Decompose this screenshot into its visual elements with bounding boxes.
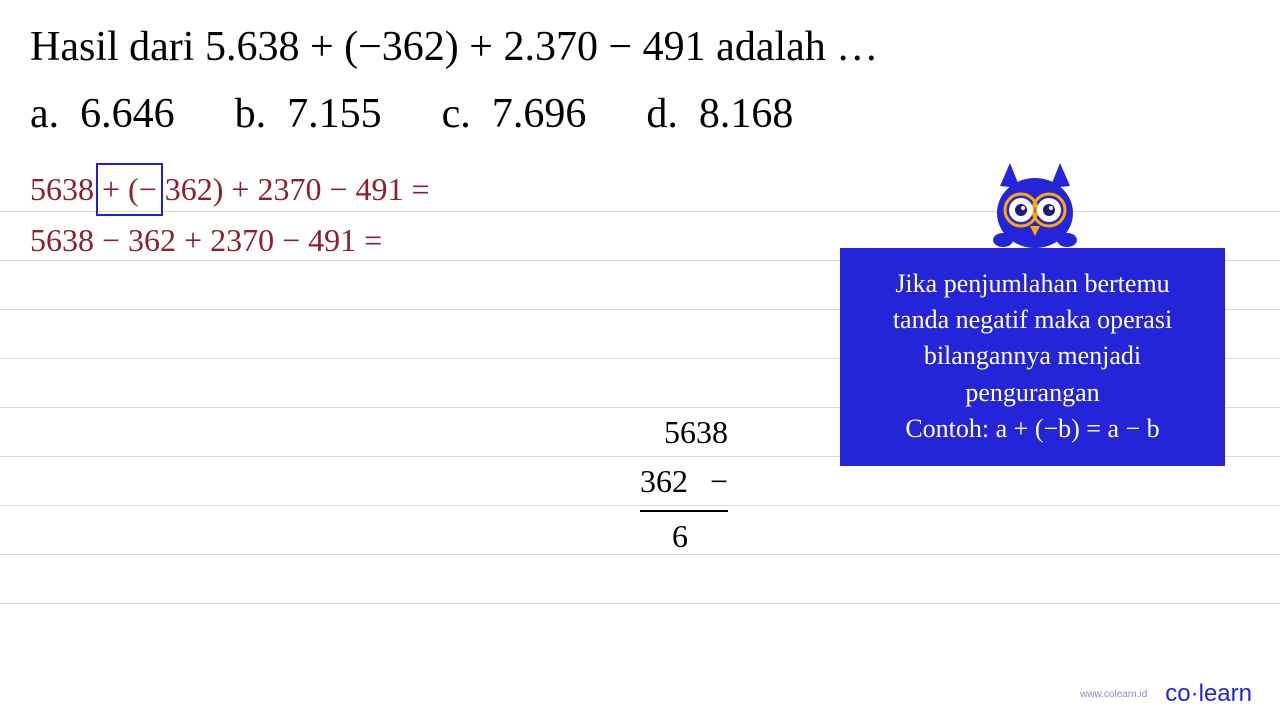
calc-bottom: 362 bbox=[640, 457, 728, 512]
work-line-1-before: 5638 bbox=[30, 171, 94, 207]
answer-options: a. 6.646 b. 7.155 c. 7.696 d. 8.168 bbox=[30, 90, 1250, 138]
option-b: b. 7.155 bbox=[235, 90, 382, 138]
option-d: d. 8.168 bbox=[646, 90, 793, 138]
tip-line-3: bilangannya menjadi bbox=[852, 338, 1213, 374]
tip-line-4: pengurangan bbox=[852, 375, 1213, 411]
ruled-workspace: 5638+ (−362) + 2370 − 491 = 5638 − 362 +… bbox=[0, 163, 1280, 643]
option-d-value: 8.168 bbox=[699, 91, 794, 137]
option-a-label: a. bbox=[30, 91, 59, 137]
calc-result: 6 bbox=[640, 512, 728, 561]
option-a-value: 6.646 bbox=[80, 91, 175, 137]
calc-top: 5638 bbox=[640, 408, 728, 457]
footer-logo: co·learn bbox=[1165, 680, 1252, 708]
option-d-label: d. bbox=[646, 91, 678, 137]
option-c: c. 7.696 bbox=[442, 90, 587, 138]
owl-mascot-icon bbox=[985, 158, 1085, 253]
tip-line-2: tanda negatif maka operasi bbox=[852, 302, 1213, 338]
option-a: a. 6.646 bbox=[30, 90, 175, 138]
option-b-label: b. bbox=[235, 91, 267, 137]
tip-line-1: Jika penjumlahan bertemu bbox=[852, 266, 1213, 302]
boxed-operator: + (− bbox=[96, 163, 163, 216]
tip-line-5: Contoh: a + (−b) = a − b bbox=[852, 411, 1213, 447]
option-c-value: 7.696 bbox=[492, 91, 587, 137]
vertical-subtraction: 5638 362 6 bbox=[640, 408, 728, 561]
footer-url: www.colearn.id bbox=[1080, 689, 1147, 700]
work-line-1-after: 362) + 2370 − 491 = bbox=[165, 171, 430, 207]
option-c-label: c. bbox=[442, 91, 471, 137]
question-text: Hasil dari 5.638 + (−362) + 2.370 − 491 … bbox=[30, 20, 1250, 75]
tip-callout: Jika penjumlahan bertemu tanda negatif m… bbox=[840, 248, 1225, 466]
option-b-value: 7.155 bbox=[287, 91, 382, 137]
footer: www.colearn.id co·learn bbox=[1080, 680, 1252, 708]
